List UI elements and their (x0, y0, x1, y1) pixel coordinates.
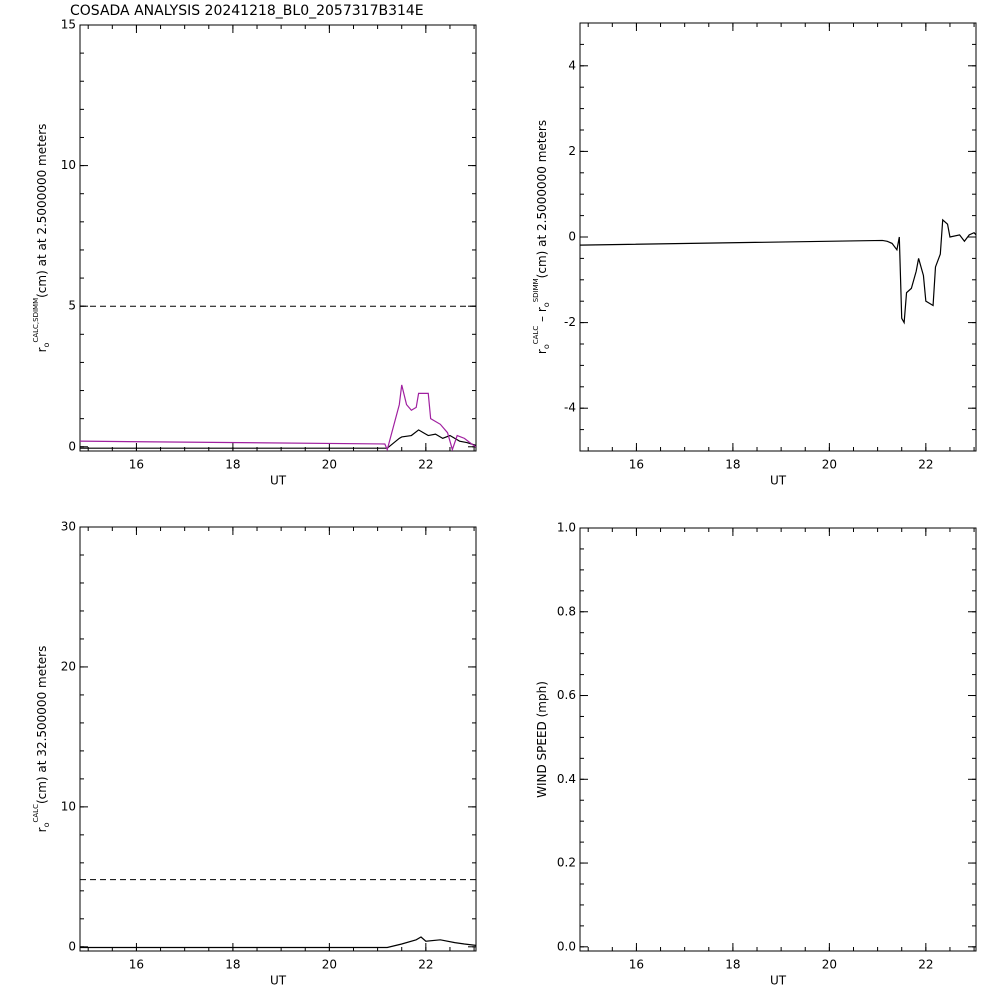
x-tick-label: 22 (918, 458, 933, 472)
x-axis-label: UT (770, 974, 787, 988)
x-tick-label: 20 (822, 958, 837, 972)
y-tick-label: 2 (568, 144, 576, 158)
y-tick-label: 4 (568, 58, 576, 72)
panel: COSADA ANALYSIS 20241218_BL0_2057317B314… (32, 3, 477, 488)
y-tick-label: 0.0 (557, 939, 576, 953)
x-tick-label: 18 (225, 958, 240, 972)
x-tick-label: 22 (918, 958, 933, 972)
y-tick-label: 0 (568, 230, 576, 244)
y-axis-label: WIND SPEED (mph) (535, 681, 549, 798)
y-tick-label: 0 (68, 439, 76, 453)
data-line (80, 429, 476, 449)
data-line (80, 384, 476, 451)
x-axis-label: UT (270, 474, 287, 488)
y-tick-label: -4 (564, 401, 576, 415)
x-tick-label: 16 (629, 958, 644, 972)
x-axis-label: UT (270, 974, 287, 988)
y-tick-label: 5 (68, 299, 76, 313)
y-tick-label: 15 (61, 18, 76, 32)
y-tick-label: 10 (61, 158, 76, 172)
plot-frame (579, 527, 977, 952)
y-tick-label: 0.8 (557, 604, 576, 618)
y-tick-label: -2 (564, 315, 576, 329)
y-label-part: CALC (32, 804, 40, 823)
plot-frame (79, 24, 477, 452)
y-tick-label: 20 (61, 659, 76, 673)
y-label-part: SDIMM (532, 278, 540, 302)
x-tick-label: 16 (129, 458, 144, 472)
x-tick-label: 16 (629, 458, 644, 472)
y-label-part: CALC (532, 326, 540, 345)
y-label-part: (cm) at at 2.5000000 meters (35, 124, 49, 298)
x-tick-label: 22 (418, 458, 433, 472)
y-label-part: r (35, 347, 49, 352)
x-tick-label: 22 (418, 958, 433, 972)
panel: 16 18 20 22 0.0 0.2 0.4 0.6 0.8 1.0 UT WIND SPEED (… (535, 521, 977, 988)
y-label-part: (cm) at 2.5000000 meters (535, 120, 549, 278)
y-label-part: o (542, 344, 551, 349)
y-label-part: – r (535, 307, 549, 326)
y-label-part: r (35, 827, 49, 832)
y-tick-label: 30 (61, 520, 76, 534)
y-label-part: CALC,SDIMM (32, 298, 40, 343)
y-label-part: o (42, 342, 51, 347)
y-axis-label: roCALC(cm) at 32.500000 meters (32, 646, 51, 833)
x-tick-label: 20 (822, 458, 837, 472)
x-tick-label: 18 (725, 958, 740, 972)
y-label-part: r (535, 349, 549, 354)
y-tick-label: 10 (61, 799, 76, 813)
x-axis-label: UT (770, 474, 787, 488)
plot-frame (79, 526, 477, 952)
data-line (580, 218, 976, 325)
x-tick-label: 20 (322, 958, 337, 972)
y-label-part: o (42, 822, 51, 827)
panel: 16 18 20 22 0 10 20 30 UT roCALC(cm) at 32.500000… (32, 520, 477, 988)
y-label-part: (cm) at 32.500000 meters (35, 646, 49, 804)
y-label-part: o (542, 302, 551, 307)
y-axis-label: roCALC – roSDIMM(cm) at 2.5000000 meters (532, 120, 551, 354)
x-tick-label: 18 (225, 458, 240, 472)
y-axis-label: roCALC,SDIMM(cm) at at 2.5000000 meters (32, 124, 51, 353)
y-tick-label: 0 (68, 939, 76, 953)
data-line (80, 936, 476, 949)
plot-frame (579, 22, 977, 452)
y-label-part: WIND SPEED (mph) (535, 681, 549, 798)
y-tick-label: 0.4 (557, 772, 576, 786)
chart-title: COSADA ANALYSIS 20241218_BL0_2057317B314… (70, 3, 424, 19)
x-tick-label: 16 (129, 958, 144, 972)
y-tick-label: 0.6 (557, 688, 576, 702)
y-tick-label: 0.2 (557, 856, 576, 870)
y-tick-label: 1.0 (557, 521, 576, 535)
x-tick-label: 18 (725, 458, 740, 472)
x-tick-label: 20 (322, 458, 337, 472)
